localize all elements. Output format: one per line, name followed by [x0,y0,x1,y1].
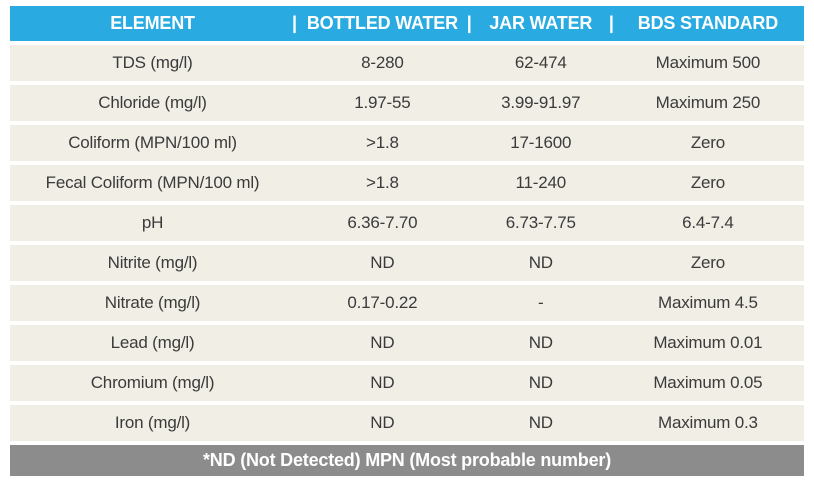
table-row: TDS (mg/l) 8-280 62-474 Maximum 500 [10,45,804,81]
bds-standard-cell: Maximum 0.01 [653,333,763,352]
bds-standard-cell: Zero [690,253,725,272]
element-cell: Chromium (mg/l) [90,373,215,392]
element-cell: pH [141,213,164,232]
jar-water-cell: - [538,293,544,312]
bottled-water-cell: >1.8 [365,173,399,192]
pipe-separator: | [466,13,472,33]
element-cell: Fecal Coliform (MPN/100 ml) [45,173,260,192]
bottled-water-cell: 8-280 [361,53,404,72]
jar-water-cell: ND [528,413,553,432]
header-bds-standard-label: BDS STANDARD [637,13,779,33]
jar-water-cell: 6.73-7.75 [505,213,576,232]
element-cell: Lead (mg/l) [110,333,195,352]
bottled-water-cell: 1.97-55 [354,93,411,112]
bds-standard-cell: Maximum 250 [655,93,761,112]
element-cell: Nitrate (mg/l) [104,293,201,312]
bottled-water-cell: ND [370,253,395,272]
element-cell: Chloride (mg/l) [98,93,207,112]
table-row: pH 6.36-7.70 6.73-7.75 6.4-7.4 [10,205,804,241]
bottled-water-cell: 0.17-0.22 [347,293,418,312]
table-row: Chloride (mg/l) 1.97-55 3.99-91.97 Maxim… [10,85,804,121]
bottled-water-cell: ND [370,373,395,392]
bottled-water-cell: ND [370,333,395,352]
bottled-water-cell: >1.8 [365,133,399,152]
table-row: Nitrate (mg/l) 0.17-0.22 - Maximum 4.5 [10,285,804,321]
bottled-water-cell: ND [370,413,395,432]
element-cell: Nitrite (mg/l) [107,253,198,272]
pipe-separator: | [608,13,614,33]
pipe-separator: | [292,13,297,33]
table-row: Lead (mg/l) ND ND Maximum 0.01 [10,325,804,361]
table-row: Chromium (mg/l) ND ND Maximum 0.05 [10,365,804,401]
jar-water-cell: 3.99-91.97 [501,93,581,112]
bds-standard-cell: Maximum 4.5 [657,293,758,312]
table-row: Coliform (MPN/100 ml) >1.8 17-1600 Zero [10,125,804,161]
table-row: Iron (mg/l) ND ND Maximum 0.3 [10,405,804,441]
footnote-bar: *ND (Not Detected) MPN (Most probable nu… [10,445,804,476]
table-row: Nitrite (mg/l) ND ND Zero [10,245,804,281]
header-bottled-water: | BOTTLED WATER [292,6,470,41]
element-cell: Coliform (MPN/100 ml) [68,133,237,152]
jar-water-cell: ND [528,333,553,352]
bds-standard-cell: 6.4-7.4 [682,213,734,232]
header-bds-standard: | BDS STANDARD [608,6,804,41]
jar-water-cell: ND [528,253,553,272]
jar-water-cell: 11-240 [515,173,567,192]
table-header: ELEMENT | BOTTLED WATER | JAR WATER | BD… [10,6,804,41]
jar-water-cell: ND [528,373,553,392]
element-cell: TDS (mg/l) [112,53,193,72]
bds-standard-cell: Maximum 500 [655,53,761,72]
footnote-text: *ND (Not Detected) MPN (Most probable nu… [202,450,611,470]
header-element: ELEMENT [10,6,295,41]
header-bottled-water-label: BOTTLED WATER [306,13,458,33]
bds-standard-cell: Zero [690,133,725,152]
water-quality-table: ELEMENT | BOTTLED WATER | JAR WATER | BD… [10,6,804,476]
bottled-water-cell: 6.36-7.70 [347,213,418,232]
bds-standard-cell: Maximum 0.05 [653,373,763,392]
element-cell: Iron (mg/l) [114,413,191,432]
table-row: Fecal Coliform (MPN/100 ml) >1.8 11-240 … [10,165,804,201]
header-element-label: ELEMENT [110,13,195,33]
bds-standard-cell: Zero [690,173,725,192]
header-jar-water: | JAR WATER [466,6,612,41]
bds-standard-cell: Maximum 0.3 [657,413,758,432]
jar-water-cell: 62-474 [514,53,567,72]
header-jar-water-label: JAR WATER [489,13,593,33]
jar-water-cell: 17-1600 [510,133,572,152]
